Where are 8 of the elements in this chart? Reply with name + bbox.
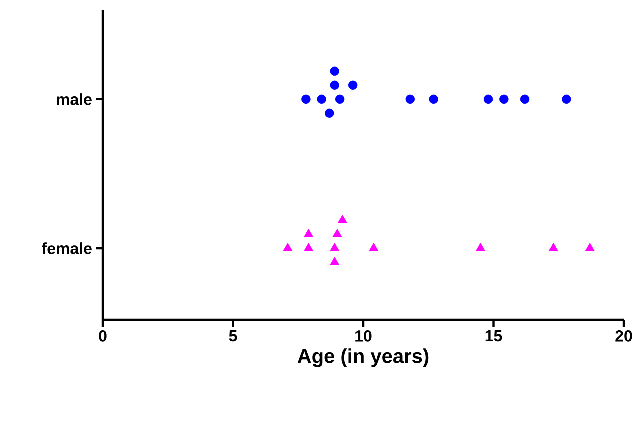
y-tick-label: male <box>57 94 92 106</box>
x-tick-label: 0 <box>99 330 107 342</box>
x-tick-label: 10 <box>356 330 372 342</box>
x-tick-label: 20 <box>616 330 632 342</box>
x-tick-label: 5 <box>229 330 238 342</box>
y-tick-label: female <box>42 242 92 254</box>
x-tick-label: 15 <box>486 330 502 342</box>
x-axis-title: Age (in years) <box>298 348 429 368</box>
